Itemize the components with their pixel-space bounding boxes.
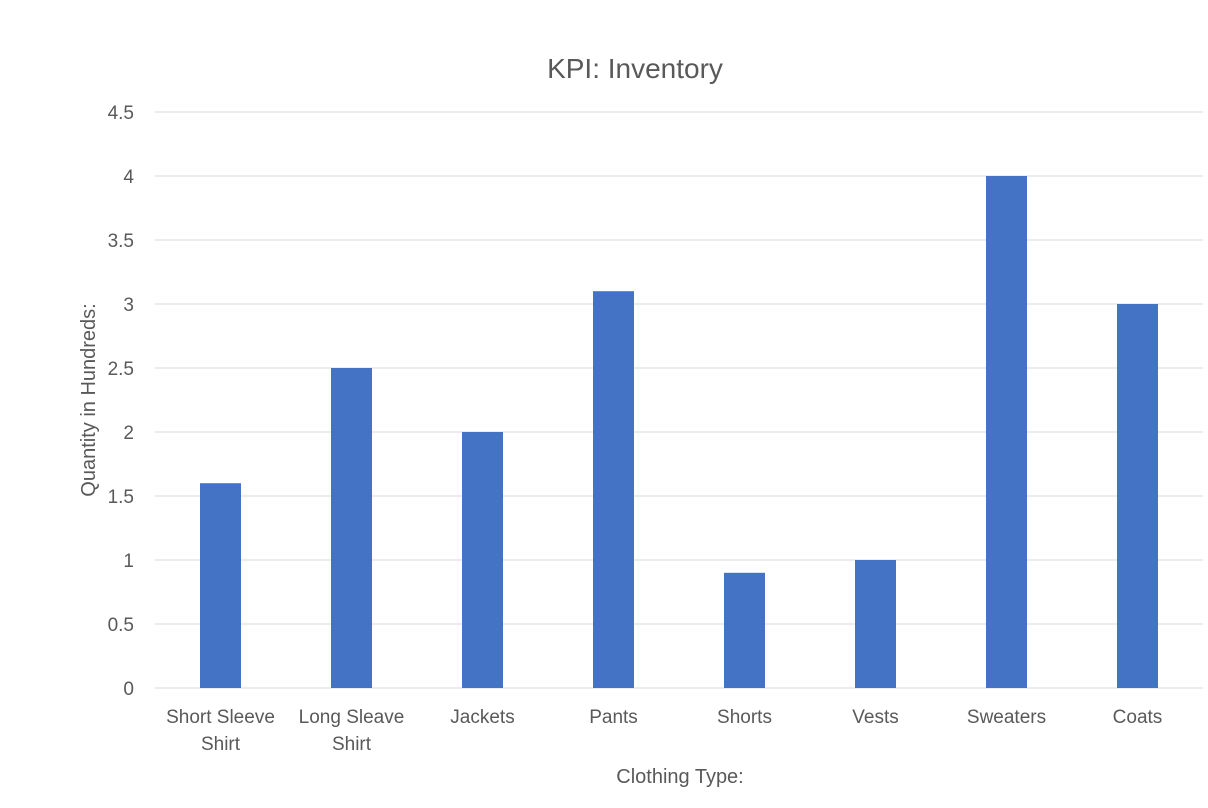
bar: [986, 176, 1027, 688]
y-tick-label: 4: [123, 167, 134, 188]
y-tick-label: 3.5: [108, 231, 134, 252]
chart-title: KPI: Inventory: [547, 53, 723, 84]
y-tick-label: 3: [123, 295, 134, 316]
x-tick-label: Jackets: [450, 707, 514, 728]
bar: [200, 483, 241, 688]
y-tick-label: 2: [123, 423, 134, 444]
y-tick-label: 1: [123, 551, 134, 572]
bars: [200, 176, 1158, 688]
bar: [331, 368, 372, 688]
x-tick-label: Coats: [1113, 707, 1163, 728]
bar: [724, 572, 765, 688]
x-tick-label: Sweaters: [967, 707, 1046, 728]
y-tick-label: 1.5: [108, 487, 134, 508]
bar: [1117, 304, 1158, 688]
x-tick-label: Short Sleeve Shirt: [166, 707, 275, 755]
y-tick-label: 0.5: [108, 615, 134, 636]
y-tick-label: 0: [123, 679, 134, 700]
x-tick-label: Long Sleave Shirt: [299, 707, 405, 755]
bar: [462, 432, 503, 688]
x-axis-title: Clothing Type:: [616, 766, 744, 788]
gridlines: [155, 111, 1203, 689]
x-axis-ticks: Short Sleeve Shirt Long Sleave Shirt Jackets…: [166, 707, 1162, 755]
y-axis-ticks: 0 0.5 1 1.5 2 2.5 3 3.5 4 4.5: [108, 103, 135, 700]
x-tick-label: Shorts: [717, 707, 772, 728]
x-tick-label: Pants: [589, 707, 638, 728]
bar: [855, 560, 896, 688]
y-tick-label: 4.5: [108, 103, 134, 124]
bar: [593, 291, 634, 688]
y-axis-title: Quantity in Hundreds:: [78, 303, 100, 496]
x-tick-label: Vests: [852, 707, 898, 728]
y-tick-label: 2.5: [108, 359, 134, 380]
